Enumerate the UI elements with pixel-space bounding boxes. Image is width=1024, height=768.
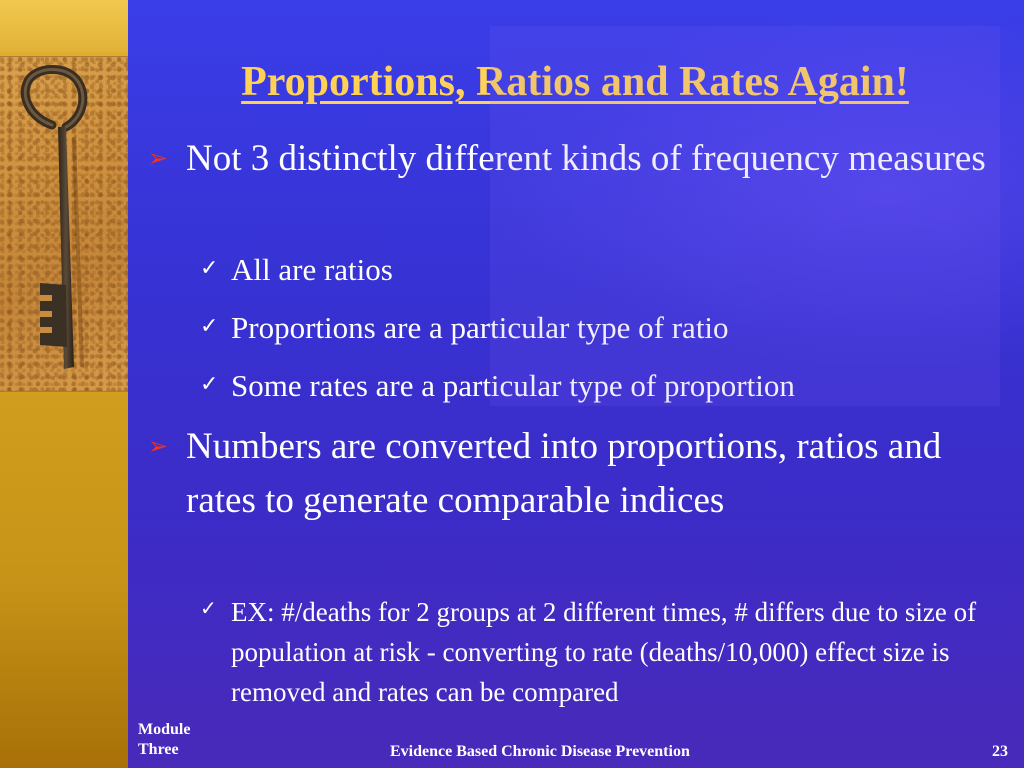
footer-page-number: 23 (992, 743, 1008, 760)
arrow-bullet-icon: ➢ (148, 144, 169, 172)
sidebar-top-band (0, 0, 128, 52)
footer-course-title: Evidence Based Chronic Disease Preventio… (390, 743, 690, 760)
check-bullet-icon: ✓ (200, 256, 219, 281)
check-bullet-icon: ✓ (200, 314, 219, 339)
sub-bullet-text: All are ratios (231, 252, 393, 287)
sub-bullet-text: Proportions are a particular type of rat… (231, 310, 729, 345)
footer-module-line1: Module (138, 721, 191, 738)
footer-module: Module Three (138, 720, 190, 760)
sub-bullet-text: EX: #/deaths for 2 groups at 2 different… (231, 597, 977, 707)
old-key-icon (20, 65, 88, 369)
bullet-text: Numbers are converted into proportions, … (186, 426, 942, 521)
check-bullet-icon: ✓ (200, 372, 219, 397)
arrow-bullet-icon: ➢ (148, 432, 169, 460)
key-photo (0, 56, 128, 392)
sidebar (0, 0, 128, 768)
footer-module-line2: Three (138, 741, 179, 758)
sub-bullet-text: Some rates are a particular type of prop… (231, 368, 795, 403)
check-bullet-icon: ✓ (200, 596, 217, 620)
bullet-text: Not 3 distinctly different kinds of freq… (186, 138, 986, 179)
slide-title: Proportions, Ratios and Rates Again! (241, 59, 909, 105)
